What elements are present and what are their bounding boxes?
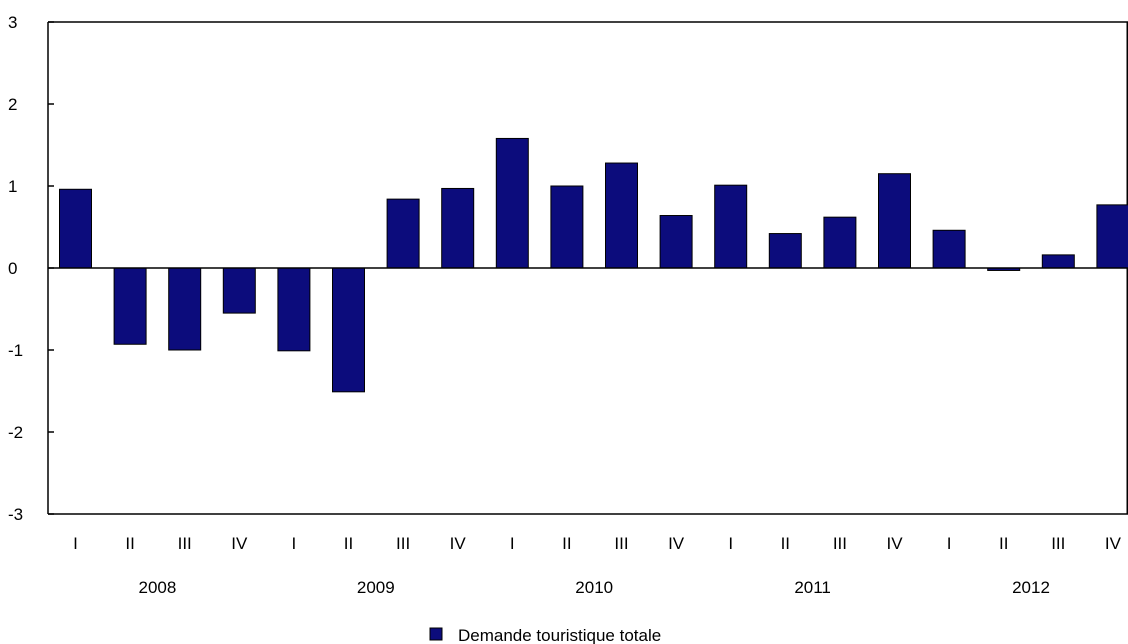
bar	[277, 267, 311, 352]
y-tick-label: -1	[8, 341, 23, 360]
bar	[768, 233, 802, 269]
y-tick-label: 0	[8, 259, 17, 278]
x-tick-label: II	[781, 534, 790, 553]
x-tick-label: I	[73, 534, 78, 553]
x-tick-label: III	[1051, 534, 1065, 553]
bar	[59, 188, 92, 269]
bar	[168, 267, 202, 351]
x-tick-label: II	[999, 534, 1008, 553]
bar	[550, 185, 584, 269]
legend-label: Demande touristique totale	[458, 626, 661, 644]
bar	[605, 162, 638, 269]
y-tick-label: 1	[8, 177, 17, 196]
bar	[441, 187, 475, 269]
bar	[659, 215, 693, 269]
y-tick-label: 2	[8, 95, 17, 114]
x-tick-label: I	[510, 534, 515, 553]
x-tick-label: III	[396, 534, 410, 553]
year-label: 2008	[138, 578, 176, 597]
x-tick-label: I	[947, 534, 952, 553]
x-tick-label: IV	[1105, 534, 1122, 553]
x-tick-label: II	[344, 534, 353, 553]
x-tick-label: I	[728, 534, 733, 553]
bar	[332, 267, 365, 393]
bar	[932, 229, 966, 269]
year-label: 2009	[357, 578, 395, 597]
bar	[1096, 204, 1128, 269]
year-label: 2012	[1012, 578, 1050, 597]
year-label: 2011	[794, 578, 831, 597]
y-tick-label: -3	[8, 505, 23, 524]
x-tick-label: IV	[231, 534, 248, 553]
bar	[1041, 254, 1075, 269]
bar	[113, 267, 147, 345]
bar	[386, 198, 420, 269]
x-tick-label: II	[125, 534, 134, 553]
bar	[495, 137, 529, 269]
y-tick-label: 3	[8, 13, 17, 32]
legend-swatch	[429, 627, 443, 641]
x-tick-label: III	[178, 534, 192, 553]
x-tick-label: III	[614, 534, 628, 553]
x-tick-label: IV	[886, 534, 903, 553]
year-label: 2010	[575, 578, 613, 597]
bar	[222, 267, 256, 314]
x-tick-label: III	[833, 534, 847, 553]
bar	[878, 173, 911, 269]
bar	[823, 216, 857, 269]
x-tick-label: IV	[668, 534, 685, 553]
bar	[714, 184, 748, 269]
x-tick-label: II	[562, 534, 571, 553]
x-tick-label: IV	[450, 534, 467, 553]
y-tick-label: -2	[8, 423, 23, 442]
x-tick-label: I	[292, 534, 297, 553]
